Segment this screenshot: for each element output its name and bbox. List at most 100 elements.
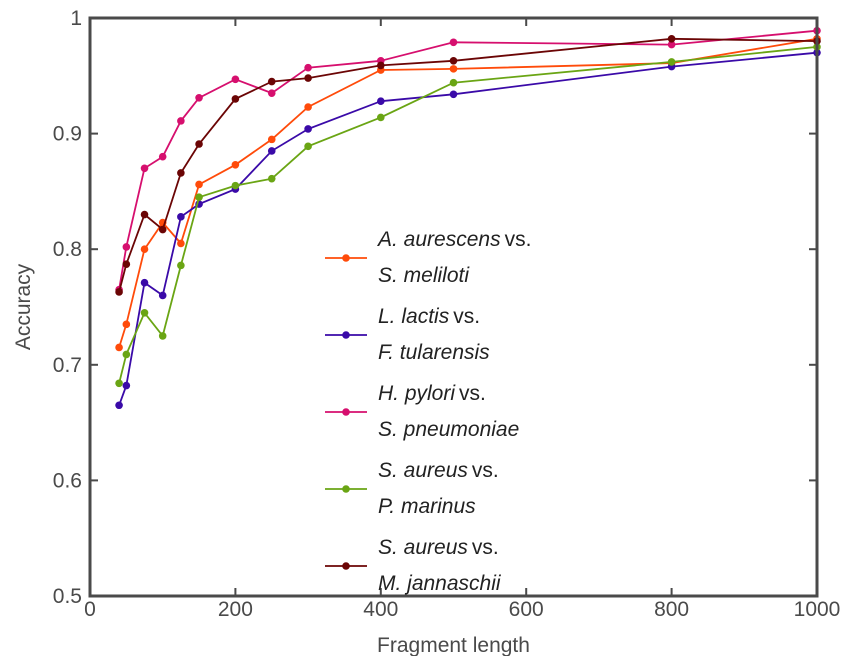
series-5 xyxy=(115,35,821,296)
y-tick-label: 0.6 xyxy=(53,469,82,492)
series-line xyxy=(118,37,818,293)
legend-marker xyxy=(342,254,350,262)
legend-species2: P. marinus xyxy=(378,495,476,518)
legend-marker xyxy=(342,485,350,493)
data-point xyxy=(449,65,458,73)
data-point xyxy=(267,147,276,155)
legend-vs: vs. xyxy=(505,228,532,251)
x-axis-label: Fragment length xyxy=(377,634,530,656)
ticks-layer: 0 200 400 600 800 1000 0.5 0.6 0.7 0.8 0.9 1 xyxy=(53,7,841,621)
series-4 xyxy=(115,43,821,388)
series-1 xyxy=(115,35,821,352)
x-tick-label: 800 xyxy=(654,598,689,621)
legend-marker xyxy=(342,331,350,339)
data-point xyxy=(667,40,676,49)
legend-label-line2: S. meliloti xyxy=(378,264,470,287)
y-tick-label: 0.7 xyxy=(53,354,82,377)
data-point xyxy=(195,180,203,189)
y-tick-label: 0.5 xyxy=(53,585,82,608)
data-point xyxy=(231,161,240,169)
y-tick-label: 1 xyxy=(70,7,82,30)
y-axis-label: Accuracy xyxy=(12,263,35,350)
data-point xyxy=(377,61,385,70)
legend-species2: F. tularensis xyxy=(378,341,490,364)
data-point xyxy=(449,56,458,65)
legend-item-5: S. aureus vs. M. jannaschii xyxy=(325,536,502,595)
data-point xyxy=(377,113,385,122)
legend-species1: S. aureus xyxy=(378,459,468,482)
legend-label-line2: M. jannaschii xyxy=(378,572,502,595)
y-tick-label: 0.8 xyxy=(53,238,82,261)
legend-label-line1: A. aurescens vs. xyxy=(376,228,531,251)
data-point xyxy=(177,213,185,221)
data-point xyxy=(122,350,131,359)
data-point xyxy=(667,35,676,43)
legend-species2: S. pneumoniae xyxy=(378,418,519,441)
data-point xyxy=(304,63,312,72)
legend-vs: vs. xyxy=(472,459,499,482)
legend-label-line1: L. lactis vs. xyxy=(378,305,480,328)
y-tick-label: 0.9 xyxy=(53,123,82,146)
data-point xyxy=(140,245,149,253)
legend-species1: L. lactis xyxy=(378,305,450,328)
legend-label-line2: P. marinus xyxy=(378,495,476,518)
data-point xyxy=(177,239,185,248)
data-point xyxy=(177,169,185,177)
series-layer xyxy=(115,26,821,410)
legend-vs: vs. xyxy=(453,305,480,328)
data-point xyxy=(304,142,312,151)
data-point xyxy=(122,381,131,390)
data-point xyxy=(158,332,167,340)
data-point xyxy=(140,210,149,219)
data-point xyxy=(231,75,240,84)
data-point xyxy=(667,58,676,66)
data-point xyxy=(377,97,385,106)
legend-item-3: H. pylori vs. S. pneumoniae xyxy=(325,382,519,441)
data-point xyxy=(140,308,149,317)
legend-species1: A. aurescens xyxy=(376,228,501,251)
data-point xyxy=(195,193,203,201)
data-point xyxy=(449,78,458,87)
data-point xyxy=(304,103,312,111)
data-point xyxy=(267,89,276,97)
legend-label-line2: S. pneumoniae xyxy=(378,418,519,441)
x-tick-label: 400 xyxy=(363,598,398,621)
legend-species1: S. aureus xyxy=(378,536,468,559)
legend-species1: H. pylori xyxy=(378,382,456,405)
data-point xyxy=(122,320,131,329)
data-point xyxy=(115,401,123,410)
series-3 xyxy=(115,26,821,294)
legend-vs: vs. xyxy=(459,382,486,405)
legend-vs: vs. xyxy=(472,536,499,559)
series-line xyxy=(118,46,818,384)
legend-species2: S. meliloti xyxy=(378,264,470,287)
data-point xyxy=(115,379,123,388)
data-point xyxy=(267,174,276,183)
data-point xyxy=(158,225,167,234)
data-point xyxy=(177,261,185,270)
data-point xyxy=(140,278,149,287)
x-tick-label: 200 xyxy=(218,598,253,621)
legend-label-line1: H. pylori vs. xyxy=(378,382,486,405)
legend-marker xyxy=(342,408,350,416)
data-point xyxy=(195,93,203,102)
x-tick-label: 0 xyxy=(84,598,96,621)
data-point xyxy=(158,291,167,300)
legend-label-line2: F. tularensis xyxy=(378,341,490,364)
x-tick-label: 600 xyxy=(509,598,544,621)
legend-marker xyxy=(342,562,350,570)
data-point xyxy=(115,288,123,296)
data-point xyxy=(304,125,312,133)
data-point xyxy=(449,90,458,99)
data-point xyxy=(122,243,131,251)
data-point xyxy=(449,38,458,47)
legend-species2: M. jannaschii xyxy=(378,572,502,595)
data-point xyxy=(122,260,131,269)
plot-frame xyxy=(88,16,819,598)
data-point xyxy=(231,95,240,103)
x-tick-label: 1000 xyxy=(794,598,841,621)
legend-item-4: S. aureus vs. P. marinus xyxy=(325,459,499,518)
